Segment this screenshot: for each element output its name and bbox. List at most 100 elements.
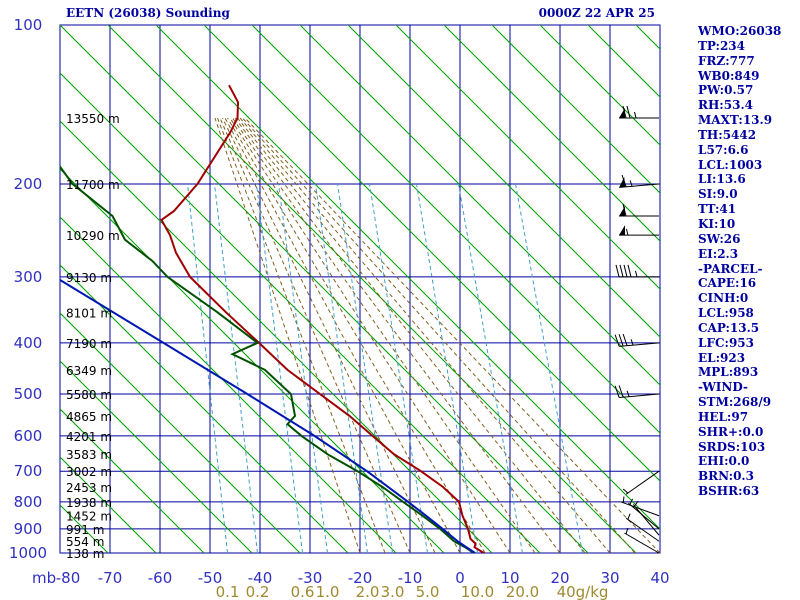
dry-adiabat: [107, 25, 637, 553]
dry-adiabat: [60, 264, 349, 553]
stat-item: EL:923: [698, 350, 746, 365]
dry-adiabat: [443, 25, 660, 242]
stat-item: SHR+:0.0: [698, 424, 764, 439]
temperature-tick-label: 0: [455, 569, 465, 587]
wind-barb-half-flag: [634, 500, 639, 507]
isotherm-isobar-grid: [59, 24, 661, 554]
moist-adiabat: [229, 117, 511, 553]
stat-item: FRZ:777: [698, 53, 755, 68]
dry-adiabat: [0, 0, 12, 553]
wind-barb: [619, 203, 659, 217]
wind-barb-pennant: [619, 225, 625, 236]
dry-adiabat: [60, 120, 493, 553]
height-label: 13550 m: [66, 112, 120, 126]
height-label: 11700 m: [66, 178, 120, 192]
stat-item: PW:0.57: [698, 83, 754, 98]
mixing-ratio-line: [256, 183, 303, 553]
moist-adiabat: [234, 117, 561, 553]
wind-barb-pennant: [619, 205, 625, 216]
stat-item: TP:234: [698, 38, 746, 53]
dry-adiabat: [60, 360, 253, 553]
pressure-tick-label: 300: [14, 268, 43, 286]
stat-item: MPL:893: [698, 365, 759, 380]
stat-item: SI:9.0: [698, 187, 738, 202]
temperature-tick-label: -50: [198, 569, 223, 587]
wind-barb-half-flag: [626, 390, 630, 397]
dry-adiabat: [60, 456, 157, 553]
wind-barb-half-flag: [626, 228, 629, 236]
height-label: 4201 m: [66, 430, 112, 444]
wind-barb-half-flag: [625, 527, 629, 535]
wind-barb-flag: [623, 264, 628, 278]
height-label: 2453 m: [66, 481, 112, 495]
wind-barb: [614, 385, 660, 399]
height-label: 1938 m: [66, 496, 112, 510]
stat-item: BSHR:63: [698, 484, 760, 499]
mixing-ratio-label: 20.0: [506, 583, 539, 600]
mixing-ratio-line: [278, 183, 328, 553]
dry-adiabat: [60, 408, 205, 553]
pressure-tick-label: 100: [14, 16, 43, 34]
mixing-ratio-line: [214, 183, 258, 553]
stat-item: SW:26: [698, 231, 741, 246]
mixing-ratio-label: 40g/kg: [557, 583, 609, 600]
wind-barb-flag: [622, 333, 628, 346]
moist-adiabat: [239, 117, 611, 553]
stat-item: TT:41: [698, 202, 737, 217]
temperature-tick-label: -80: [56, 569, 81, 587]
dry-adiabat: [347, 25, 660, 338]
pressure-tick-label: 800: [14, 493, 43, 511]
dry-adiabat: [60, 312, 301, 553]
mixing-ratio-label: 2.0: [356, 583, 380, 600]
wind-barb: [632, 500, 660, 536]
stat-item: WMO:26038: [698, 24, 782, 38]
moist-adiabat: [219, 117, 411, 553]
stat-item: LCL:1003: [698, 157, 763, 172]
height-label: 8101 m: [66, 306, 112, 320]
pressure-tick-label: 400: [14, 334, 43, 352]
wind-barb: [628, 498, 660, 530]
mixing-ratio-label: 1.0: [316, 583, 340, 600]
stat-item: BRN:0.3: [698, 469, 754, 484]
temperature-tick-label: -10: [398, 569, 423, 587]
wind-barb-staff: [625, 517, 660, 542]
wind-barb-half-flag: [629, 180, 633, 187]
wind-barb-flag: [618, 385, 624, 398]
profile-line-0: [160, 84, 486, 553]
wind-barb: [619, 225, 659, 236]
stat-item: EI:2.3: [698, 246, 739, 261]
stat-item: KI:10: [698, 216, 736, 231]
wind-barb: [624, 527, 660, 554]
height-label: 10290 m: [66, 229, 120, 243]
stat-item: RH:53.4: [698, 98, 753, 113]
wind-barb-flag: [622, 203, 627, 217]
wind-barb-staff: [625, 470, 660, 495]
dry-adiabat: [203, 25, 660, 482]
height-label: 5580 m: [66, 388, 112, 402]
moist-adiabats: [214, 117, 660, 553]
valid-time: 0000Z 22 APR 25: [539, 6, 655, 20]
stat-item: CAP:13.5: [698, 320, 760, 335]
mixing-ratio-line: [515, 183, 583, 553]
dry-adiabat: [539, 25, 660, 146]
wind-barb-half-flag: [622, 496, 625, 503]
wind-barb-flag: [622, 105, 627, 119]
stat-item: MAXT:13.9: [698, 113, 773, 128]
temperature-tick-label: 40: [650, 569, 669, 587]
wind-barb-staff: [632, 504, 660, 536]
wind-barb-flag: [621, 174, 627, 187]
moist-adiabat: [222, 117, 436, 553]
stat-item: WB0:849: [698, 68, 760, 83]
profile-line-1: [60, 164, 476, 553]
stat-item: CINH:0: [698, 291, 749, 306]
mixing-ratio-label: 0.6: [291, 583, 315, 600]
pressure-tick-label: 900: [14, 520, 43, 538]
pressure-tick-label: 200: [14, 175, 43, 193]
wind-barb-flag: [619, 264, 624, 278]
wind-barb: [625, 513, 660, 542]
wind-barb-half-flag: [630, 339, 634, 346]
wind-barb-staff: [619, 342, 660, 347]
wind-barb-staff: [624, 532, 660, 554]
dry-adiabat: [60, 72, 541, 553]
